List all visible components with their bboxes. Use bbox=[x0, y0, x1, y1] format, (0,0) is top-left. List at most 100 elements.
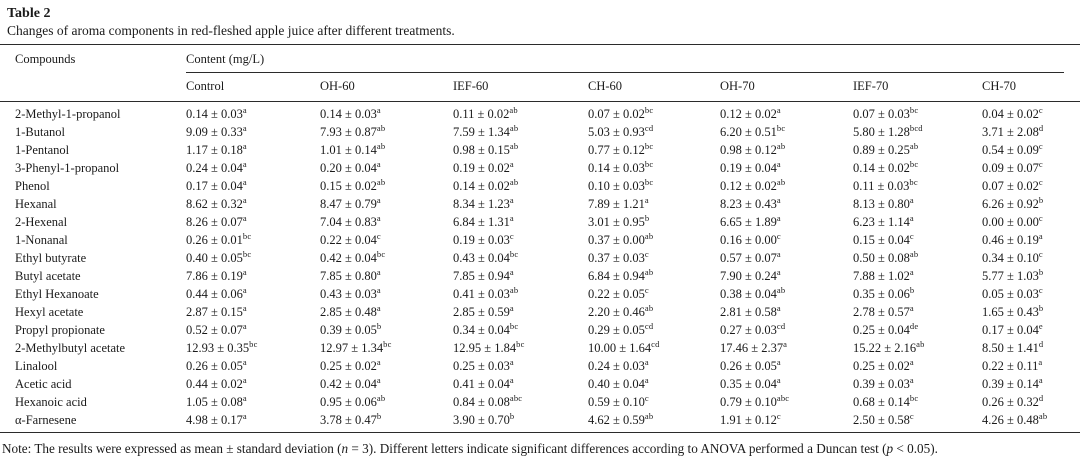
significance-letter: a bbox=[242, 176, 247, 187]
value-cell: 3.90 ± 0.70b bbox=[453, 410, 515, 427]
significance-letter: a bbox=[376, 284, 381, 295]
value-cell: 0.41 ± 0.04a bbox=[453, 374, 514, 391]
note-text: Note: The results were expressed as mean… bbox=[2, 441, 342, 456]
group-header-row: Compounds Content (mg/L) bbox=[0, 44, 1080, 102]
significance-letter: ab bbox=[1038, 410, 1048, 421]
value-cell: 0.40 ± 0.04a bbox=[588, 374, 649, 391]
table-row: Acetic acid 0.44 ± 0.02a 0.42 ± 0.04a 0.41 … bbox=[0, 375, 1080, 393]
table-row: 2-Hexenal 8.26 ± 0.07a 7.04 ± 0.83a 6.84 ± … bbox=[0, 213, 1080, 231]
significance-letter: c bbox=[644, 284, 649, 295]
value-cell: 0.17 ± 0.04a bbox=[186, 176, 247, 193]
significance-letter: ab bbox=[509, 122, 519, 133]
significance-letter: ab bbox=[776, 140, 786, 151]
significance-letter: ab bbox=[376, 140, 386, 151]
significance-letter: ab bbox=[509, 140, 519, 151]
significance-letter: a bbox=[242, 158, 247, 169]
compound-name: Phenol bbox=[15, 179, 50, 193]
significance-letter: a bbox=[776, 374, 781, 385]
value-cell: 0.26 ± 0.05a bbox=[186, 356, 247, 373]
value-cell: 0.20 ± 0.04a bbox=[320, 158, 381, 175]
significance-letter: ab bbox=[644, 266, 654, 277]
significance-letter: bc bbox=[249, 338, 258, 349]
column-header-ch-60: CH-60 bbox=[588, 73, 720, 102]
value-cell: 7.89 ± 1.21a bbox=[588, 194, 649, 211]
significance-letter: a bbox=[644, 194, 649, 205]
significance-letter: a bbox=[776, 104, 781, 115]
significance-letter: b bbox=[644, 212, 650, 223]
value-cell: 0.19 ± 0.04a bbox=[720, 158, 781, 175]
value-cell: 0.05 ± 0.03c bbox=[982, 284, 1043, 301]
value-cell: 0.59 ± 0.10c bbox=[588, 392, 649, 409]
value-cell: 12.93 ± 0.35bc bbox=[186, 338, 258, 355]
significance-letter: bc bbox=[509, 248, 519, 259]
significance-letter: a bbox=[242, 122, 247, 133]
value-cell: 0.95 ± 0.06ab bbox=[320, 392, 386, 409]
significance-letter: cd bbox=[644, 320, 654, 331]
compound-name: 2-Hexenal bbox=[15, 215, 68, 229]
value-cell: 1.05 ± 0.08a bbox=[186, 392, 247, 409]
value-cell: 0.25 ± 0.04de bbox=[853, 320, 919, 337]
content-header: Content (mg/L) bbox=[186, 45, 1080, 74]
significance-letter: a bbox=[242, 320, 247, 331]
significance-letter: cd bbox=[644, 122, 654, 133]
column-header-oh-60: OH-60 bbox=[320, 73, 453, 102]
value-cell: 0.46 ± 0.19a bbox=[982, 230, 1043, 247]
significance-letter: a bbox=[776, 158, 781, 169]
value-cell: 0.44 ± 0.06a bbox=[186, 284, 247, 301]
value-cell: 0.25 ± 0.02a bbox=[320, 356, 381, 373]
significance-letter: a bbox=[242, 104, 247, 115]
value-cell: 2.87 ± 0.15a bbox=[186, 302, 247, 319]
significance-letter: a bbox=[644, 374, 649, 385]
significance-letter: a bbox=[242, 212, 247, 223]
significance-letter: c bbox=[776, 410, 781, 421]
value-cell: 7.90 ± 0.24a bbox=[720, 266, 781, 283]
compound-name: 1-Nonanal bbox=[15, 233, 68, 247]
significance-letter: a bbox=[376, 302, 381, 313]
significance-letter: a bbox=[376, 158, 381, 169]
significance-letter: ab bbox=[644, 230, 654, 241]
table-row: Linalool 0.26 ± 0.05a 0.25 ± 0.02a 0.25 ± 0… bbox=[0, 357, 1080, 375]
compound-name: 3-Phenyl-1-propanol bbox=[15, 161, 120, 175]
significance-letter: a bbox=[909, 266, 914, 277]
value-cell: 6.23 ± 1.14a bbox=[853, 212, 914, 229]
significance-letter: e bbox=[1038, 320, 1043, 331]
value-cell: 0.14 ± 0.02bc bbox=[853, 158, 919, 175]
value-cell: 5.77 ± 1.03b bbox=[982, 266, 1044, 283]
value-cell: 0.00 ± 0.00c bbox=[982, 212, 1043, 229]
significance-letter: a bbox=[776, 212, 781, 223]
significance-letter: a bbox=[242, 392, 247, 403]
table-body: 2-Methyl-1-propanol 0.14 ± 0.03a 0.14 ± 0.… bbox=[0, 102, 1080, 433]
significance-letter: a bbox=[1038, 356, 1043, 367]
significance-letter: ab bbox=[376, 176, 386, 187]
table-head: Compounds Content (mg/L) Control OH-60 IEF… bbox=[0, 44, 1080, 102]
value-cell: 0.35 ± 0.06b bbox=[853, 284, 915, 301]
significance-letter: bc bbox=[909, 392, 919, 403]
column-header-ief-60: IEF-60 bbox=[453, 73, 588, 102]
significance-letter: c bbox=[909, 230, 914, 241]
significance-letter: a bbox=[376, 356, 381, 367]
significance-letter: a bbox=[644, 356, 649, 367]
significance-letter: a bbox=[783, 338, 788, 349]
value-cell: 7.85 ± 0.80a bbox=[320, 266, 381, 283]
value-cell: 0.17 ± 0.04e bbox=[982, 320, 1043, 337]
significance-letter: c bbox=[1038, 158, 1043, 169]
column-header-ch-70: CH-70 bbox=[982, 73, 1080, 102]
value-cell: 1.65 ± 0.43b bbox=[982, 302, 1044, 319]
value-cell: 0.79 ± 0.10abc bbox=[720, 392, 790, 409]
significance-letter: c bbox=[1038, 248, 1043, 259]
significance-letter: c bbox=[644, 392, 649, 403]
significance-letter: b bbox=[376, 410, 382, 421]
value-cell: 0.04 ± 0.02c bbox=[982, 104, 1043, 121]
significance-letter: c bbox=[1038, 212, 1043, 223]
value-cell: 0.26 ± 0.05a bbox=[720, 356, 781, 373]
significance-letter: a bbox=[776, 248, 781, 259]
value-cell: 2.78 ± 0.57a bbox=[853, 302, 914, 319]
significance-letter: a bbox=[776, 302, 781, 313]
compound-name: Hexanoic acid bbox=[15, 395, 87, 409]
value-cell: 0.07 ± 0.02c bbox=[982, 176, 1043, 193]
value-cell: 0.39 ± 0.14a bbox=[982, 374, 1043, 391]
significance-letter: bc bbox=[383, 338, 392, 349]
compound-name: Butyl acetate bbox=[15, 269, 81, 283]
significance-letter: c bbox=[376, 230, 381, 241]
value-cell: 0.54 ± 0.09c bbox=[982, 140, 1043, 157]
